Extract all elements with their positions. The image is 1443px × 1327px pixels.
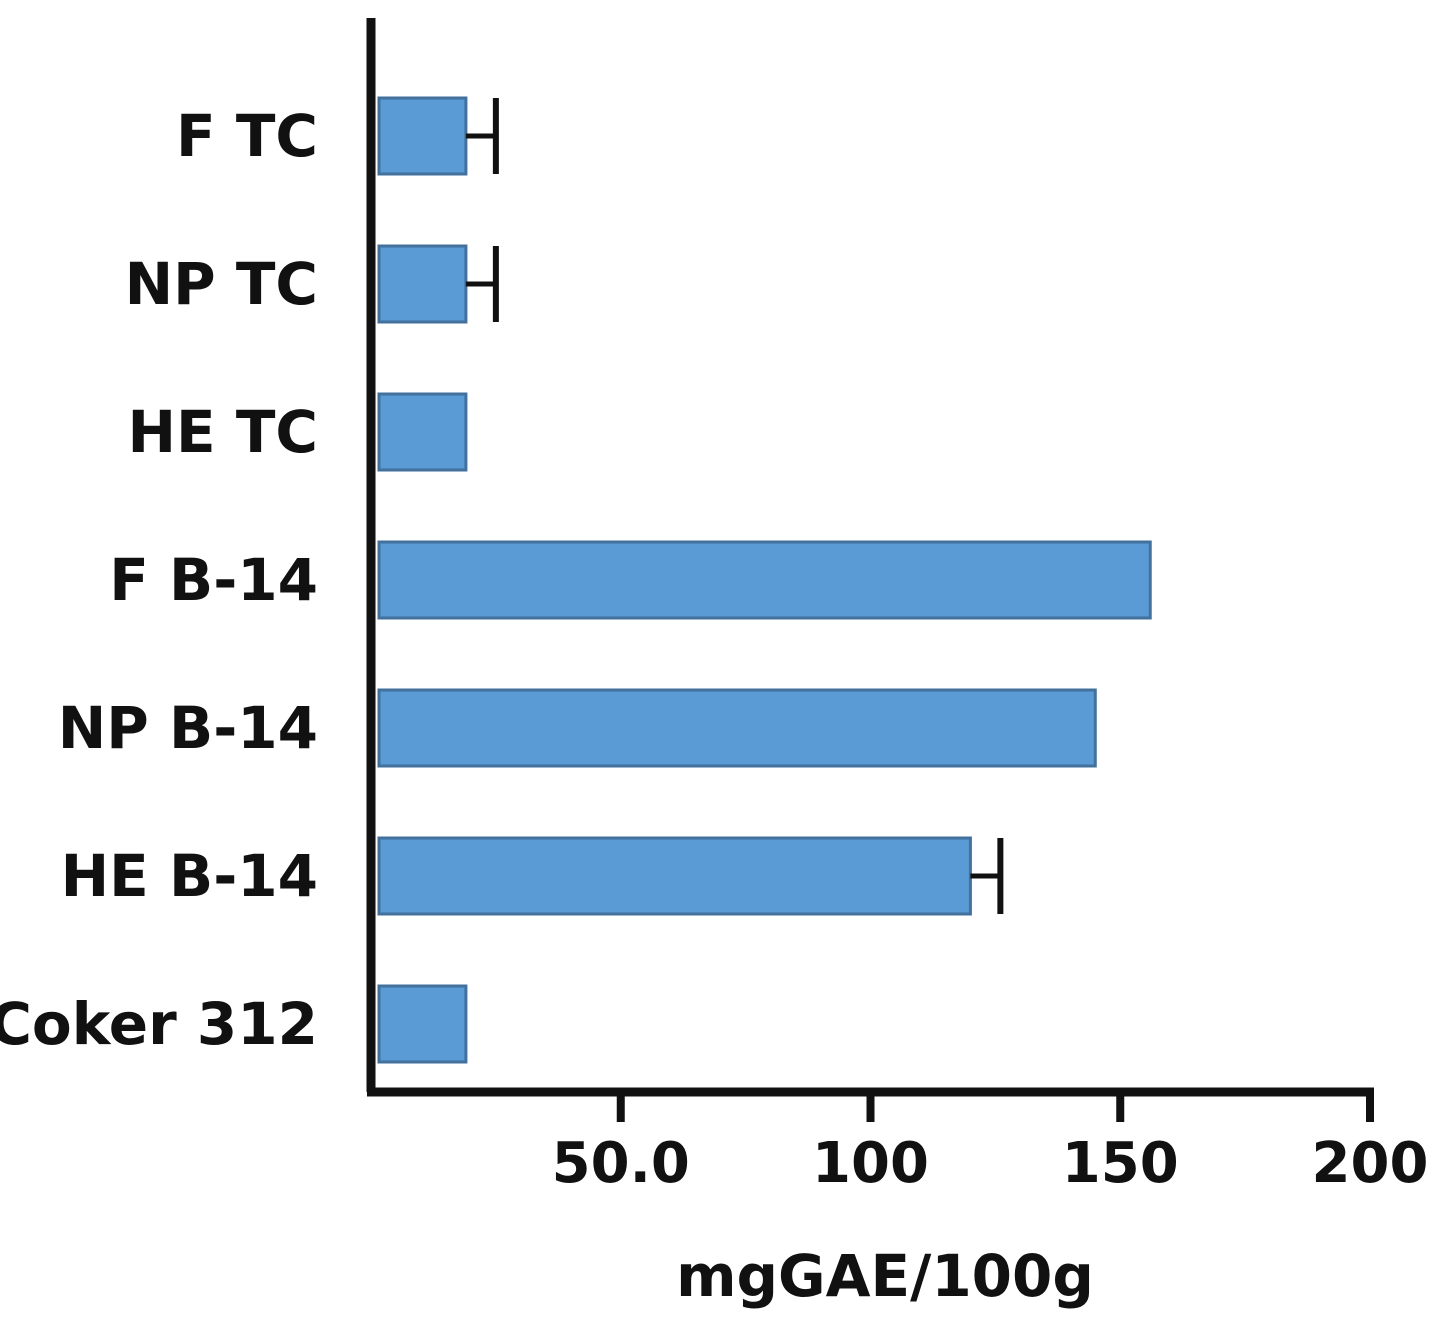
bar-2 xyxy=(377,392,468,472)
category-label-5: HE B-14 xyxy=(61,842,318,910)
category-label-6: Coker 312 xyxy=(0,990,318,1058)
error-bar-5 xyxy=(970,838,1004,914)
bar-0 xyxy=(377,96,468,176)
bar-4 xyxy=(377,688,1097,768)
bar-5 xyxy=(377,836,972,916)
axes-layer xyxy=(366,18,1374,1122)
bar-6 xyxy=(377,984,468,1064)
category-label-1: NP TC xyxy=(125,250,318,318)
category-label-3: F B-14 xyxy=(109,546,318,614)
x-tick-label-1: 100 xyxy=(812,1131,929,1196)
category-label-4: NP B-14 xyxy=(58,694,318,762)
error-bars-layer xyxy=(465,98,1004,914)
error-bar-0 xyxy=(465,98,499,174)
bar-3 xyxy=(377,540,1152,620)
bar-1 xyxy=(377,244,468,324)
category-label-2: HE TC xyxy=(128,398,318,466)
bars-layer xyxy=(377,96,1152,1064)
error-bar-1 xyxy=(465,246,499,322)
category-label-0: F TC xyxy=(176,102,318,170)
x-axis-title: mgGAE/100g xyxy=(676,1242,1094,1310)
labels-layer: F TC NP TC HE TC F B-14 NP B-14 HE B-14 Coker … xyxy=(0,102,1428,1196)
x-tick-label-3: 200 xyxy=(1312,1131,1429,1196)
x-tick-label-2: 150 xyxy=(1062,1131,1179,1196)
x-tick-label-0: 50.0 xyxy=(552,1131,690,1196)
